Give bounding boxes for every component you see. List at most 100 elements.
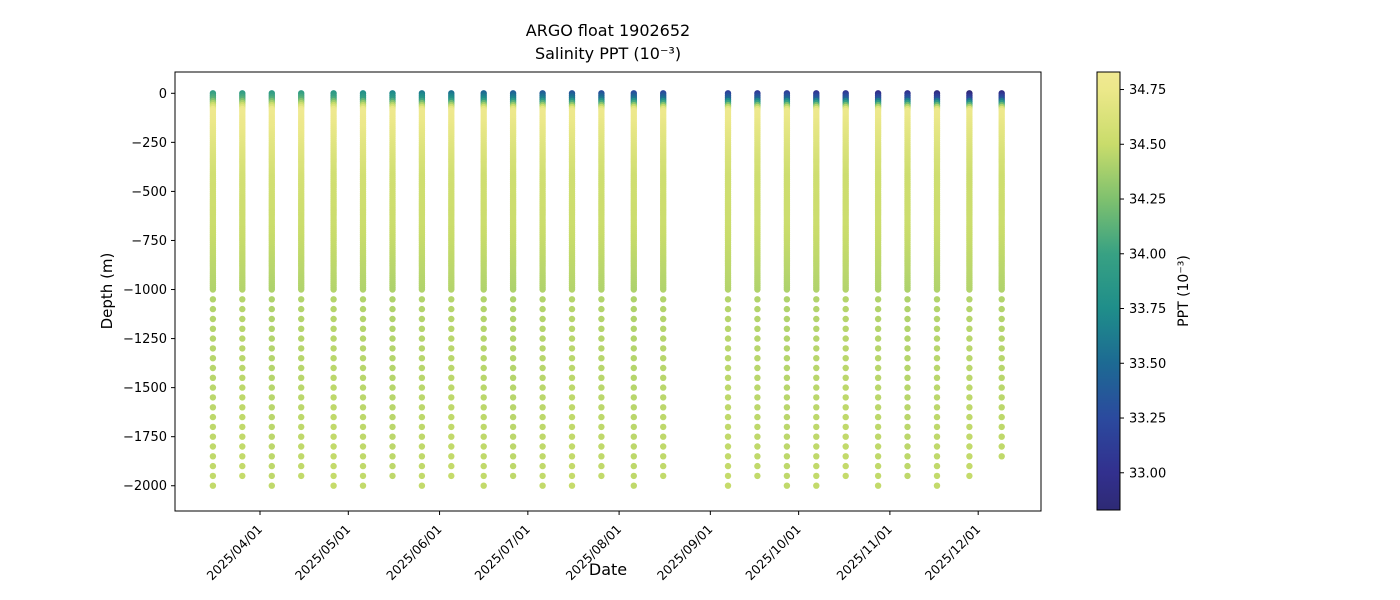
scatter-point xyxy=(813,482,820,489)
scatter-point xyxy=(359,325,367,332)
scatter-point xyxy=(842,355,849,362)
scatter-point xyxy=(389,296,396,303)
scatter-point xyxy=(298,472,305,480)
scatter-point xyxy=(448,335,455,342)
scatter-point xyxy=(874,384,882,391)
scatter-point xyxy=(724,286,732,293)
scatter-point xyxy=(933,423,941,431)
scatter-point xyxy=(933,335,941,342)
scatter-point xyxy=(966,345,973,352)
scatter-point xyxy=(239,374,246,381)
scatter-point xyxy=(598,305,605,313)
scatter-point xyxy=(933,413,941,421)
scatter-point xyxy=(998,443,1005,450)
scatter-point xyxy=(539,355,546,362)
scatter-point xyxy=(268,472,275,480)
scatter-point xyxy=(330,423,337,431)
scatter-point xyxy=(754,404,761,411)
scatter-point xyxy=(359,482,367,489)
profile xyxy=(539,90,546,489)
scatter-point xyxy=(418,433,426,440)
scatter-point xyxy=(660,394,667,401)
scatter-point xyxy=(539,374,546,381)
scatter-point xyxy=(660,315,667,323)
scatter-point xyxy=(874,296,882,303)
scatter-point xyxy=(904,404,911,411)
scatter-point xyxy=(754,374,761,381)
scatter-point xyxy=(998,394,1005,401)
scatter-point xyxy=(842,443,849,450)
scatter-point xyxy=(998,404,1005,411)
scatter-point xyxy=(239,404,246,411)
scatter-point xyxy=(874,482,882,489)
scatter-point xyxy=(539,305,546,313)
scatter-point xyxy=(724,384,732,391)
scatter-point xyxy=(813,472,820,480)
scatter-point xyxy=(418,374,426,381)
scatter-point xyxy=(298,433,305,440)
y-tick-label: 0 xyxy=(159,87,167,102)
scatter-point xyxy=(754,305,761,313)
scatter-point xyxy=(298,423,305,431)
scatter-point xyxy=(813,315,820,323)
scatter-point xyxy=(998,423,1005,431)
scatter-point xyxy=(448,453,455,460)
scatter-point xyxy=(842,462,849,470)
scatter-point xyxy=(209,482,217,489)
chart-title: ARGO float 1902652 xyxy=(525,21,691,40)
scatter-point xyxy=(568,404,576,411)
scatter-point xyxy=(630,355,637,362)
scatter-point xyxy=(904,472,911,480)
scatter-point xyxy=(480,325,487,332)
scatter-point xyxy=(448,374,455,381)
scatter-point xyxy=(813,296,820,303)
scatter-point xyxy=(966,453,973,460)
scatter-point xyxy=(598,296,605,303)
scatter-point xyxy=(209,286,217,293)
scatter-point xyxy=(660,305,667,313)
scatter-point xyxy=(904,453,911,460)
scatter-point xyxy=(598,355,605,362)
scatter-point xyxy=(239,305,246,313)
scatter-point xyxy=(298,296,305,303)
scatter-point xyxy=(966,364,973,372)
scatter-point xyxy=(480,472,487,480)
scatter-point xyxy=(359,394,367,401)
scatter-point xyxy=(330,394,337,401)
scatter-point xyxy=(598,423,605,431)
scatter-point xyxy=(268,335,275,342)
scatter-point xyxy=(330,364,337,372)
scatter-point xyxy=(783,433,791,440)
profile xyxy=(998,90,1005,460)
scatter-point xyxy=(209,296,217,303)
colorbar-tick-label: 33.25 xyxy=(1129,412,1166,427)
scatter-point xyxy=(813,364,820,372)
scatter-point xyxy=(904,305,911,313)
scatter-point xyxy=(480,374,487,381)
scatter-point xyxy=(842,315,849,323)
scatter-point xyxy=(448,423,455,431)
scatter-point xyxy=(874,404,882,411)
scatter-point xyxy=(813,305,820,313)
scatter-point xyxy=(998,286,1005,293)
scatter-point xyxy=(874,335,882,342)
scatter-point xyxy=(813,325,820,332)
scatter-point xyxy=(480,462,487,470)
scatter-point xyxy=(754,384,761,391)
scatter-point xyxy=(448,345,455,352)
scatter-point xyxy=(359,315,367,323)
scatter-point xyxy=(509,325,517,332)
scatter-point xyxy=(268,355,275,362)
profile xyxy=(209,90,217,489)
scatter-point xyxy=(813,335,820,342)
scatter-point xyxy=(330,443,337,450)
scatter-point xyxy=(298,453,305,460)
y-tick-label: −750 xyxy=(131,234,167,249)
scatter-point xyxy=(813,413,820,421)
scatter-point xyxy=(754,286,761,293)
scatter-point xyxy=(298,315,305,323)
scatter-point xyxy=(568,462,576,470)
scatter-point xyxy=(874,413,882,421)
scatter-point xyxy=(509,355,517,362)
profile xyxy=(813,90,820,489)
